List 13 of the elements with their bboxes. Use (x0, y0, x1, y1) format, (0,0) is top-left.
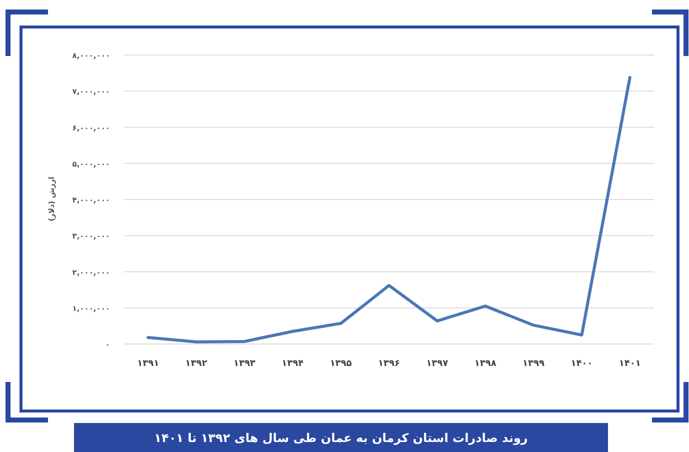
x-tick-label: ۱۴۰۱ (618, 359, 641, 369)
x-tick-label: ۱۳۹۸ (474, 359, 497, 369)
x-tick-label: ۱۳۹۱ (137, 359, 160, 369)
line-series (146, 76, 632, 344)
x-tick-label: ۱۳۹۵ (330, 359, 352, 369)
x-tick-label: ۱۳۹۶ (378, 359, 400, 369)
x-tick-label: ۱۳۹۷ (426, 359, 449, 369)
x-tick-label: ۱۳۹۴ (282, 359, 304, 369)
text: روند صادرات استان کرمان به عمان طی سال های ۱۳۹۲ تا ۱۴۰۱ (154, 431, 528, 445)
x-tick-label: ۱۴۰۰ (570, 359, 593, 369)
x-tick-label: ۱۳۹۹ (522, 359, 546, 369)
x-tick-label: ۱۳۹۳ (233, 359, 256, 369)
x-tick-label: ۱۳۹۲ (185, 359, 208, 369)
